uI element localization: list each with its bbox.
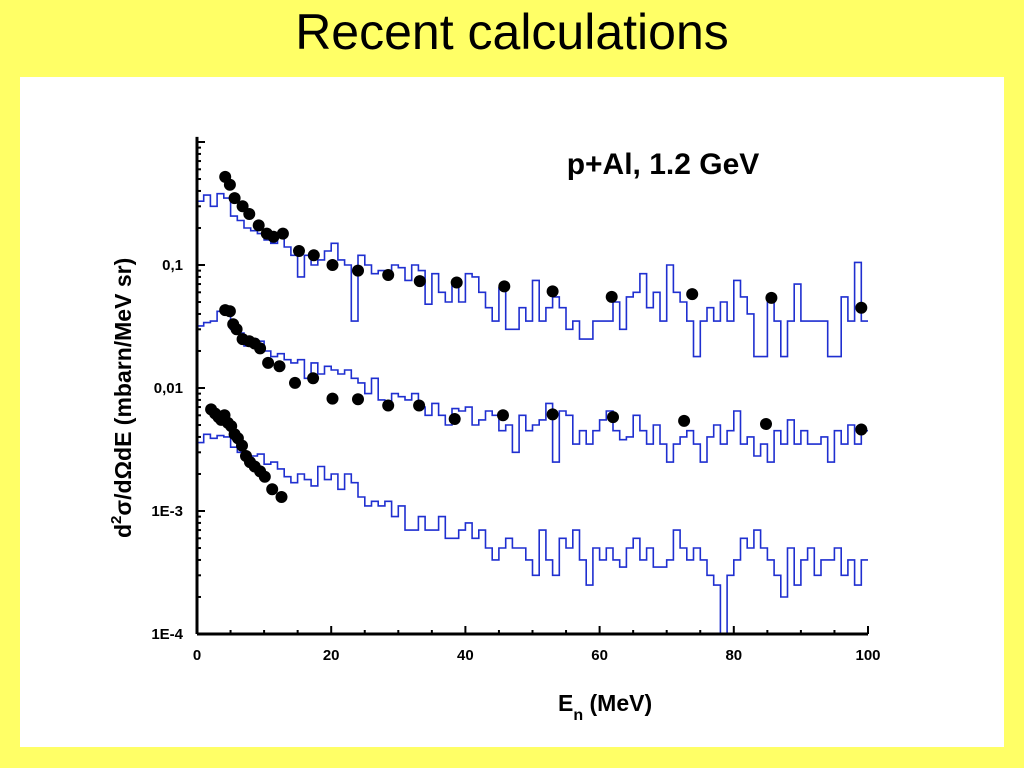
data-point-series-2 bbox=[254, 342, 267, 355]
data-point-series-1 bbox=[413, 275, 426, 288]
data-point-series-1 bbox=[252, 219, 265, 232]
data-point-series-1 bbox=[307, 249, 320, 262]
data-point-series-2 bbox=[273, 360, 286, 373]
data-point-series-1 bbox=[352, 264, 364, 277]
data-point-series-2 bbox=[855, 423, 868, 436]
data-point-series-2 bbox=[760, 418, 772, 430]
data-point-series-2 bbox=[307, 372, 320, 385]
data-point-series-2 bbox=[546, 408, 559, 421]
data-point-series-1 bbox=[605, 290, 618, 303]
x-tick-label: 80 bbox=[725, 647, 742, 664]
data-point-series-1 bbox=[276, 227, 289, 240]
x-tick-label: 100 bbox=[855, 647, 880, 664]
data-point-series-1 bbox=[450, 276, 463, 289]
data-point-series-2 bbox=[223, 305, 236, 318]
data-point-series-1 bbox=[765, 291, 778, 304]
data-point-series-1 bbox=[498, 280, 511, 293]
data-point-series-1 bbox=[326, 259, 339, 271]
axes: 0 20 40 60 80 100 0,1 0,01 1E-3 1E-4 bbox=[151, 136, 881, 664]
data-point-series-2 bbox=[230, 323, 243, 336]
chart: p+Al, 1.2 GeV 0 20 40 60 80 100 0,1 0,01 1E-3 1E-… bbox=[108, 136, 881, 724]
x-tick-label: 60 bbox=[591, 647, 608, 664]
data-point-series-3 bbox=[236, 439, 248, 452]
data-point-series-2 bbox=[607, 411, 619, 424]
data-point-series-2 bbox=[413, 399, 426, 412]
data-point-series-2 bbox=[326, 392, 339, 405]
data-point-series-1 bbox=[228, 192, 241, 205]
data-point-series-2 bbox=[448, 413, 461, 425]
data-point-series-2 bbox=[289, 376, 301, 389]
data-point-series-1 bbox=[686, 288, 699, 301]
data-point-series-3 bbox=[258, 470, 271, 483]
y-tick-label: 0,01 bbox=[154, 380, 183, 397]
y-axis-label: d2σ/dΩdE (mbarn/MeV sr) bbox=[108, 258, 136, 538]
y-tick-label: 1E-3 bbox=[151, 503, 183, 520]
x-tick-label: 0 bbox=[193, 647, 201, 664]
histogram-series-1 bbox=[197, 192, 868, 358]
y-tick-label: 0,1 bbox=[162, 257, 183, 274]
data-point-series-1 bbox=[223, 178, 236, 191]
data-point-series-2 bbox=[352, 393, 364, 406]
chart-title: p+Al, 1.2 GeV bbox=[567, 148, 760, 181]
slide-title: Recent calculations bbox=[295, 4, 729, 60]
x-tick-label: 20 bbox=[323, 647, 340, 664]
data-point-series-2 bbox=[262, 356, 275, 369]
chart-panel: p+Al, 1.2 GeV 0 20 40 60 80 100 0,1 0,01 1E-3 1E-… bbox=[20, 77, 1004, 747]
data-point-series-3 bbox=[266, 483, 279, 496]
histogram-series-3 bbox=[197, 433, 868, 635]
data-point-series-3 bbox=[275, 491, 288, 503]
data-point-series-1 bbox=[267, 230, 280, 243]
data-point-series-1 bbox=[855, 301, 868, 314]
data-point-series-1 bbox=[243, 208, 256, 220]
plot-area bbox=[197, 170, 868, 635]
data-point-series-1 bbox=[293, 245, 305, 257]
x-axis-label: En (MeV) bbox=[558, 690, 652, 724]
x-tick-label: 40 bbox=[457, 647, 474, 664]
y-tick-label: 1E-4 bbox=[151, 626, 183, 643]
data-point-series-1 bbox=[546, 285, 559, 298]
data-point-series-2 bbox=[678, 414, 691, 427]
data-point-series-2 bbox=[497, 409, 509, 422]
data-point-series-1 bbox=[382, 269, 395, 281]
data-point-series-2 bbox=[382, 399, 395, 412]
